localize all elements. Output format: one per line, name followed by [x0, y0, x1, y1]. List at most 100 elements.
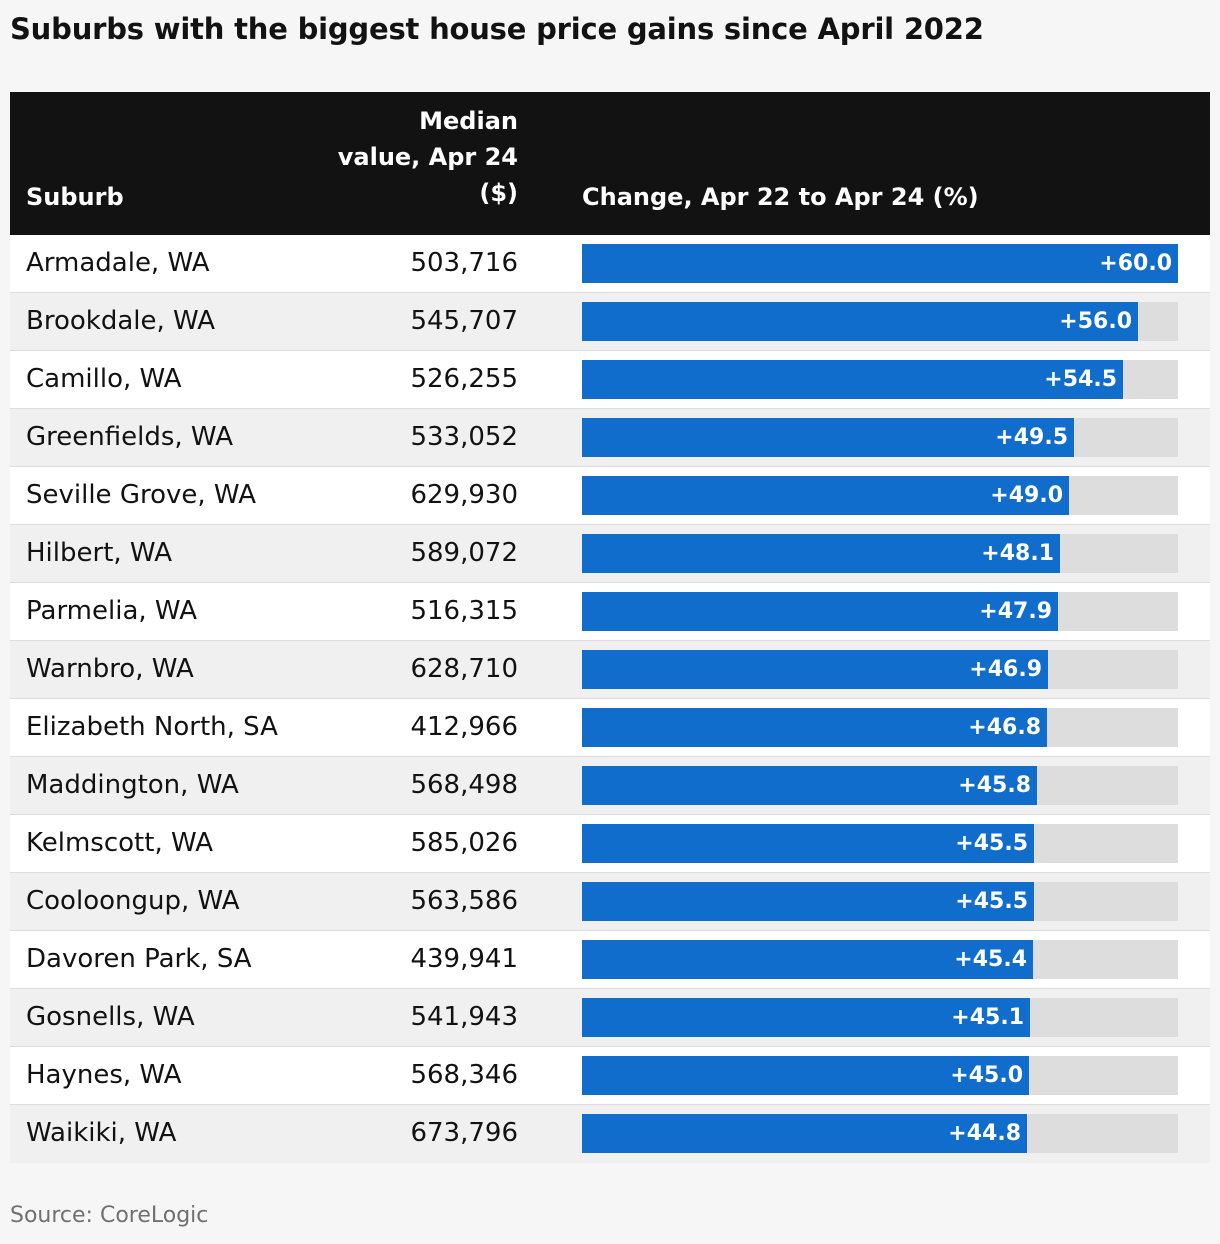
- change-bar-label: +46.9: [969, 657, 1042, 682]
- change-bar-label: +47.9: [979, 599, 1052, 624]
- median-value-cell: 628,710: [410, 654, 518, 684]
- suburb-cell: Brookdale, WA: [26, 306, 216, 336]
- bar-track: +56.0: [582, 302, 1178, 341]
- change-bar-label: +48.1: [981, 541, 1054, 566]
- table-row: Hilbert, WA 589,072 +48.1: [10, 525, 1210, 583]
- table-row: Greenfields, WA 533,052 +49.5: [10, 409, 1210, 467]
- change-bar: +45.5: [582, 824, 1034, 863]
- median-value-cell: 568,346: [410, 1060, 518, 1090]
- table-row: Cooloongup, WA 563,586 +45.5: [10, 873, 1210, 931]
- suburb-cell: Cooloongup, WA: [26, 886, 240, 916]
- median-value-cell: 533,052: [410, 422, 518, 452]
- table-row: Seville Grove, WA 629,930 +49.0: [10, 467, 1210, 525]
- bar-track: +45.1: [582, 998, 1178, 1037]
- bar-track: +49.0: [582, 476, 1178, 515]
- table-row: Parmelia, WA 516,315 +47.9: [10, 583, 1210, 641]
- bar-track: +47.9: [582, 592, 1178, 631]
- suburb-cell: Maddington, WA: [26, 770, 239, 800]
- header-change: Change, Apr 22 to Apr 24 (%): [582, 183, 979, 211]
- suburb-cell: Elizabeth North, SA: [26, 712, 278, 742]
- suburb-cell: Camillo, WA: [26, 364, 182, 394]
- change-bar-label: +49.5: [995, 425, 1068, 450]
- bar-track: +46.8: [582, 708, 1178, 747]
- table-row: Maddington, WA 568,498 +45.8: [10, 757, 1210, 815]
- bar-track: +45.0: [582, 1056, 1178, 1095]
- change-bar-label: +44.8: [948, 1121, 1021, 1146]
- change-bar-label: +45.1: [951, 1005, 1024, 1030]
- median-value-cell: 589,072: [410, 538, 518, 568]
- table-header: Suburb Median value, Apr 24 ($) Change, …: [10, 92, 1210, 235]
- change-bar-label: +45.0: [950, 1063, 1023, 1088]
- suburb-cell: Haynes, WA: [26, 1060, 182, 1090]
- suburb-cell: Armadale, WA: [26, 248, 210, 278]
- median-value-cell: 526,255: [410, 364, 518, 394]
- header-median-line3: ($): [479, 179, 518, 207]
- change-bar: +47.9: [582, 592, 1058, 631]
- header-suburb: Suburb: [26, 183, 124, 211]
- median-value-cell: 541,943: [410, 1002, 518, 1032]
- change-bar: +45.8: [582, 766, 1037, 805]
- change-bar: +44.8: [582, 1114, 1027, 1153]
- bar-track: +45.5: [582, 824, 1178, 863]
- table-row: Waikiki, WA 673,796 +44.8: [10, 1105, 1210, 1163]
- median-value-cell: 545,707: [410, 306, 518, 336]
- change-bar-label: +45.8: [958, 773, 1031, 798]
- table-row: Davoren Park, SA 439,941 +45.4: [10, 931, 1210, 989]
- change-bar-label: +45.4: [954, 947, 1027, 972]
- change-bar: +48.1: [582, 534, 1060, 573]
- bar-track: +46.9: [582, 650, 1178, 689]
- change-bar: +60.0: [582, 244, 1178, 283]
- table-body: Armadale, WA 503,716 +60.0 Brookdale, WA 545…: [10, 235, 1210, 1163]
- median-value-cell: 516,315: [410, 596, 518, 626]
- bar-track: +60.0: [582, 244, 1178, 283]
- median-value-cell: 629,930: [410, 480, 518, 510]
- bar-track: +45.5: [582, 882, 1178, 921]
- table-row: Kelmscott, WA 585,026 +45.5: [10, 815, 1210, 873]
- change-bar: +46.8: [582, 708, 1047, 747]
- suburb-cell: Warnbro, WA: [26, 654, 194, 684]
- change-bar: +45.5: [582, 882, 1034, 921]
- suburb-cell: Gosnells, WA: [26, 1002, 195, 1032]
- table-row: Gosnells, WA 541,943 +45.1: [10, 989, 1210, 1047]
- chart-title: Suburbs with the biggest house price gai…: [10, 12, 984, 46]
- bar-track: +45.4: [582, 940, 1178, 979]
- bar-track: +44.8: [582, 1114, 1178, 1153]
- median-value-cell: 585,026: [410, 828, 518, 858]
- bar-track: +45.8: [582, 766, 1178, 805]
- bar-track: +48.1: [582, 534, 1178, 573]
- change-bar-label: +45.5: [955, 889, 1028, 914]
- change-bar: +56.0: [582, 302, 1138, 341]
- source-note: Source: CoreLogic: [10, 1203, 209, 1228]
- suburb-cell: Kelmscott, WA: [26, 828, 214, 858]
- median-value-cell: 563,586: [410, 886, 518, 916]
- suburb-cell: Parmelia, WA: [26, 596, 197, 626]
- data-table: Suburb Median value, Apr 24 ($) Change, …: [10, 92, 1210, 1163]
- table-row: Camillo, WA 526,255 +54.5: [10, 351, 1210, 409]
- change-bar: +45.4: [582, 940, 1033, 979]
- table-row: Warnbro, WA 628,710 +46.9: [10, 641, 1210, 699]
- header-median-value: Median value, Apr 24 ($): [298, 103, 518, 211]
- median-value-cell: 439,941: [410, 944, 518, 974]
- table-row: Haynes, WA 568,346 +45.0: [10, 1047, 1210, 1105]
- change-bar-label: +54.5: [1044, 367, 1117, 392]
- suburb-cell: Waikiki, WA: [26, 1118, 177, 1148]
- header-median-line2: value, Apr 24: [337, 143, 518, 171]
- change-bar: +54.5: [582, 360, 1123, 399]
- table-row: Brookdale, WA 545,707 +56.0: [10, 293, 1210, 351]
- change-bar-label: +45.5: [955, 831, 1028, 856]
- suburb-cell: Davoren Park, SA: [26, 944, 252, 974]
- change-bar: +49.5: [582, 418, 1074, 457]
- median-value-cell: 673,796: [410, 1118, 518, 1148]
- median-value-cell: 568,498: [410, 770, 518, 800]
- change-bar-label: +46.8: [968, 715, 1041, 740]
- change-bar: +45.1: [582, 998, 1030, 1037]
- bar-track: +49.5: [582, 418, 1178, 457]
- bar-track: +54.5: [582, 360, 1178, 399]
- change-bar: +49.0: [582, 476, 1069, 515]
- median-value-cell: 412,966: [410, 712, 518, 742]
- change-bar-label: +60.0: [1099, 251, 1172, 276]
- change-bar-label: +56.0: [1059, 309, 1132, 334]
- header-median-line1: Median: [419, 107, 518, 135]
- table-row: Elizabeth North, SA 412,966 +46.8: [10, 699, 1210, 757]
- suburb-cell: Seville Grove, WA: [26, 480, 256, 510]
